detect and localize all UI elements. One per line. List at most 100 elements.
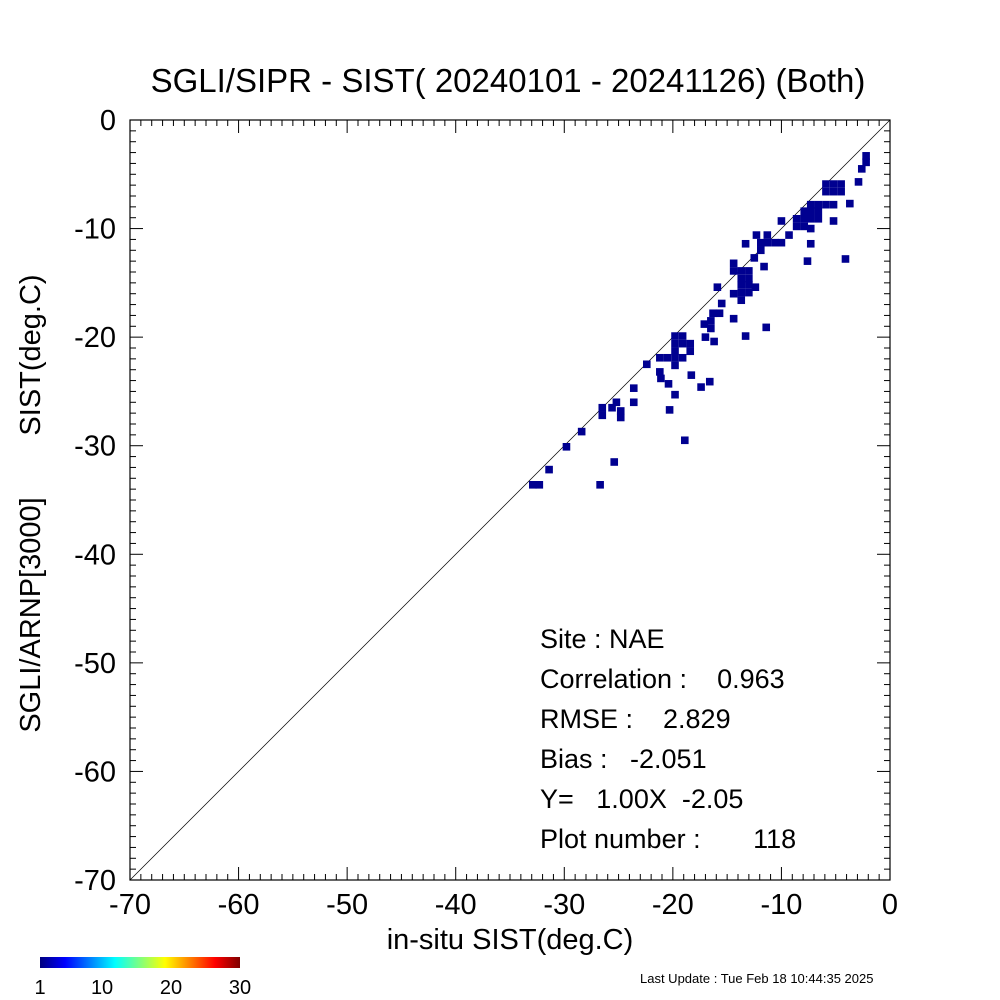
data-point	[713, 283, 722, 291]
data-point	[777, 238, 786, 247]
data-point	[678, 353, 687, 362]
data-point	[681, 436, 689, 445]
data-point	[686, 339, 695, 348]
data-point	[862, 158, 870, 167]
y-axis-label-bottom: SGLI/ARNP[3000]	[15, 497, 47, 732]
x-tick-label: -10	[760, 889, 802, 921]
y-tick-labels: 0 -10 -20 -30 -40 -50 -60 -70	[74, 105, 116, 897]
y-tick-label: -20	[74, 322, 116, 354]
data-point	[829, 180, 838, 188]
data-point	[707, 324, 715, 333]
data-point	[745, 274, 753, 283]
data-point	[665, 406, 674, 414]
data-point	[629, 398, 638, 407]
data-point	[762, 323, 771, 332]
data-point	[529, 481, 537, 489]
data-point	[709, 309, 717, 318]
stats-site: Site : NAE	[540, 624, 665, 654]
data-point	[705, 377, 714, 386]
data-point	[837, 187, 845, 196]
data-point	[697, 383, 705, 391]
data-point	[841, 255, 850, 263]
y-tick-label: 0	[100, 105, 116, 137]
data-point	[608, 403, 616, 412]
data-point	[806, 200, 815, 209]
data-point	[686, 347, 695, 356]
data-point	[752, 231, 761, 239]
data-point	[598, 403, 607, 412]
data-point	[737, 288, 746, 297]
x-tick-label: -30	[543, 889, 585, 921]
data-point	[829, 217, 838, 225]
data-point	[598, 411, 607, 420]
chart-title: SGLI/SIPR - SIST( 20240101 - 20241126) (…	[151, 62, 866, 99]
data-point	[643, 360, 651, 369]
data-point	[745, 281, 753, 289]
x-tick-label: -20	[652, 889, 694, 921]
colorbar-tick-label: 20	[160, 977, 182, 999]
x-axis-label: in-situ SIST(deg.C)	[387, 924, 634, 956]
data-point	[854, 178, 863, 186]
data-point	[800, 222, 809, 231]
y-tick-label: -10	[74, 214, 116, 246]
data-point	[814, 200, 823, 209]
data-point	[663, 353, 672, 362]
data-point	[657, 374, 665, 383]
y-tick-label: -30	[74, 431, 116, 463]
data-point	[862, 152, 870, 160]
data-point	[814, 207, 823, 215]
data-point	[785, 231, 793, 239]
data-point	[837, 180, 845, 188]
data-point	[671, 361, 679, 370]
colorbar-tick-label: 10	[91, 977, 113, 999]
data-point	[671, 347, 679, 356]
stats-box: Site : NAE Correlation : 0.963 RMSE : 2.…	[540, 624, 796, 854]
colorbar-tick-label: 30	[229, 977, 251, 999]
colorbar-tick-label: 1	[34, 977, 45, 999]
data-point	[760, 262, 768, 271]
stats-bias: Bias : -2.051	[540, 744, 707, 774]
data-point	[763, 238, 772, 247]
data-point	[656, 368, 664, 376]
x-tick-label: -50	[326, 889, 368, 921]
y-tick-label: -40	[74, 539, 116, 571]
data-point	[757, 238, 765, 247]
data-point	[700, 320, 709, 328]
x-tick-labels: -70 -60 -50 -40 -30 -20 -10 0	[109, 889, 898, 921]
data-point	[629, 384, 638, 392]
data-point	[757, 246, 765, 255]
data-point	[741, 239, 750, 248]
data-point	[806, 224, 815, 233]
data-point	[577, 427, 586, 436]
data-point	[715, 309, 724, 318]
data-point	[664, 380, 673, 388]
last-update: Last Update : Tue Feb 18 10:44:35 2025	[640, 971, 873, 986]
data-point	[671, 353, 679, 362]
data-points	[529, 152, 870, 489]
data-point	[656, 353, 664, 362]
data-point	[687, 371, 696, 379]
y-tick-label: -50	[74, 648, 116, 680]
data-point	[729, 259, 738, 268]
data-point	[616, 407, 625, 415]
data-point	[822, 200, 830, 209]
data-point	[671, 390, 679, 399]
data-point	[596, 481, 604, 489]
data-point	[822, 180, 830, 188]
data-point	[707, 317, 715, 325]
data-point	[671, 339, 679, 348]
data-point	[763, 231, 772, 239]
data-point	[616, 413, 625, 422]
data-point	[737, 274, 746, 283]
data-point	[822, 187, 830, 196]
x-tick-label: -70	[109, 889, 151, 921]
plot-frame	[129, 119, 891, 881]
data-point	[829, 187, 838, 196]
data-point	[777, 217, 786, 225]
stats-correlation: Correlation : 0.963	[540, 664, 785, 694]
data-point	[745, 267, 753, 275]
y-axis-label-top: SIST(deg.C)	[15, 274, 47, 435]
colorbar-labels: 1 10 20 30	[34, 977, 251, 999]
data-point	[729, 289, 738, 298]
